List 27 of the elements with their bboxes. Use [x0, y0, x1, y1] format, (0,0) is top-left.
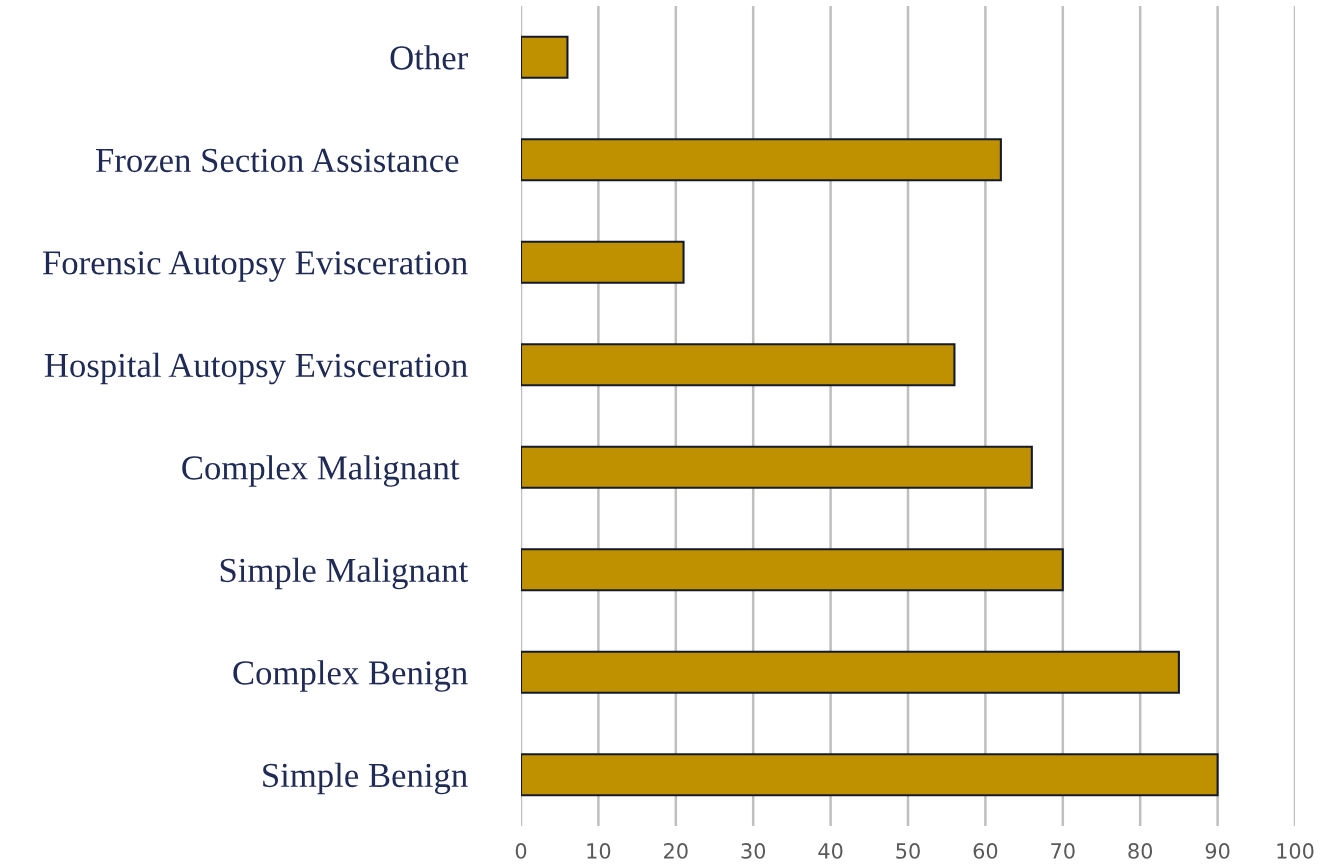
y-tick-label: Forensic Autopsy Evisceration: [42, 251, 468, 282]
x-tick-label: 40: [818, 843, 843, 859]
bar: [521, 650, 1180, 694]
bar: [521, 445, 1033, 489]
x-tick-label: 80: [1128, 843, 1153, 859]
bar: [521, 753, 1219, 797]
x-tick-label: 90: [1205, 843, 1230, 859]
y-tick-label: Frozen Section Assistance: [96, 148, 459, 173]
x-tick-label: 50: [896, 843, 920, 859]
y-tick-label: Complex Malignant: [182, 455, 460, 487]
y-tick-label: Other: [390, 45, 468, 70]
x-tick-label: 20: [664, 843, 688, 859]
bar: [521, 240, 685, 284]
x-tick-label: 70: [1051, 843, 1075, 859]
y-tick-label: Complex Benign: [233, 660, 468, 692]
bar: [521, 343, 956, 387]
y-tick-label: Hospital Autopsy Evisceration: [44, 352, 468, 385]
x-tick-label: 0: [515, 843, 527, 859]
bar: [521, 138, 1002, 182]
bar: [521, 35, 569, 79]
x-tick-label: 10: [587, 843, 611, 859]
x-tick-label: 60: [973, 843, 998, 859]
y-tick-label: Simple Benign: [263, 762, 468, 795]
bar: [521, 548, 1064, 592]
x-tick-label: 100: [1277, 843, 1314, 859]
x-tick-label: 30: [741, 843, 766, 859]
y-tick-label: Simple Malignant: [220, 557, 469, 590]
